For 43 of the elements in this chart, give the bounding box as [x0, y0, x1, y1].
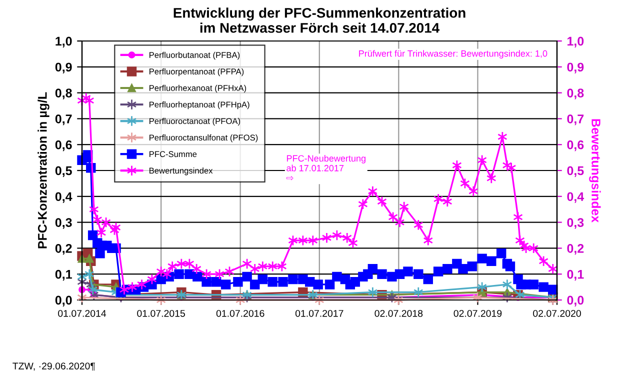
y-tick-label: 0,2: [55, 244, 72, 255]
x-tick-label: 02.07.2019: [454, 310, 502, 317]
x-tick-label: 01.07.2017: [295, 310, 344, 317]
y-tick-label: 0,5: [55, 166, 72, 177]
y-tick-label: 0,3: [55, 218, 72, 229]
annotation: Prüfwert für Trinkwasser: Bewertungsindex: 1,0: [359, 50, 548, 58]
y2-tick-label: 0,0: [567, 296, 584, 306]
y-tick-label: 0,7: [55, 114, 72, 126]
y-tick-label: 0,0: [55, 296, 72, 306]
legend-label: Bewertungsindex: [150, 167, 213, 176]
y2-tick-label: 1,0: [568, 36, 584, 48]
y-tick-label: 0,9: [55, 62, 72, 74]
x-tick-label: 02.07.2020: [533, 310, 581, 317]
y2-axis-title: Bewertungsindex: [589, 119, 601, 223]
y-tick-label: 0,1: [55, 270, 72, 281]
x-tick-label: 01.07.2014: [58, 310, 106, 317]
y2-tick-label: 0,1: [567, 270, 584, 281]
x-tick-label: 02.07.2018: [374, 310, 423, 317]
y-tick-label: 0,4: [55, 192, 72, 203]
y2-tick-label: 0,9: [567, 62, 584, 74]
y-tick-label: 0,6: [55, 140, 72, 152]
legend-label: Perfluoroctanoat (PFOA): [150, 118, 240, 126]
legend-label: Perfluorpentanoat (PFPA): [150, 68, 244, 76]
chart-title: Entwicklung der PFC-Summenkonzentration im Netzwasser Förch seit 14.07.2014: [174, 8, 466, 33]
y2-tick-label: 0,4: [567, 192, 584, 203]
y2-tick-label: 0,3: [567, 218, 584, 229]
y-tick-label: 1,0: [56, 36, 72, 48]
y2-tick-label: 0,5: [567, 166, 584, 177]
y-tick-label: 0,8: [55, 88, 72, 100]
legend-label: PFC-Summe: [150, 151, 197, 158]
annotation: PFC-Neubewertung ab 17.01.2017 ⇨: [286, 154, 366, 180]
legend-label: Perfluoroctansulfonat (PFOS): [150, 134, 258, 142]
y2-tick-label: 0,2: [567, 244, 584, 255]
text: TZW, ·29.06.2020¶: [12, 362, 96, 371]
legend-label: Perfluorbutanoat (PFBA): [150, 52, 240, 60]
x-tick-label: 01.07.2016: [216, 310, 264, 317]
y-axis-title: PFC-Konzentration in µg/L: [38, 92, 50, 248]
y2-tick-label: 0,7: [567, 114, 584, 126]
legend-label: Perfluorheptanoat (PFHpA): [150, 101, 250, 110]
y2-tick-label: 0,8: [567, 88, 584, 100]
x-tick-label: 01.07.2015: [137, 310, 185, 317]
y2-tick-label: 0,6: [567, 140, 584, 152]
legend-label: Perfluorhexanoat (PFHxA): [150, 84, 246, 93]
